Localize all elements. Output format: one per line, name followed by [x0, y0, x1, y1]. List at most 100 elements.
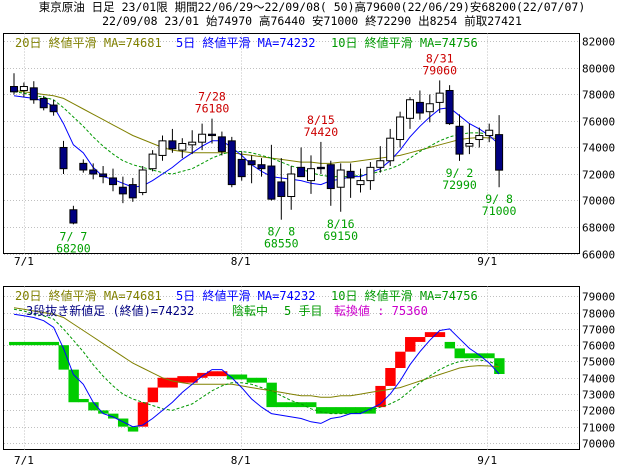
body-14 — [148, 153, 157, 170]
y-tick-bottom-78000: 78000 — [582, 308, 615, 321]
renko-block-30 — [306, 402, 317, 408]
y-tick-82000: 82000 — [582, 36, 615, 49]
renko-block-33 — [335, 407, 347, 414]
x-tick-bottom-1: 8/1 — [231, 454, 251, 467]
renko-block-3 — [38, 341, 50, 346]
candle-17 — [178, 138, 187, 159]
candle-40 — [406, 97, 414, 129]
renko-block-5 — [58, 345, 69, 370]
candle-23 — [237, 151, 246, 181]
candle-3 — [39, 95, 48, 111]
candle-47 — [475, 127, 484, 148]
body-28 — [287, 173, 296, 198]
candle-37 — [376, 146, 385, 173]
ma5-line — [13, 95, 500, 188]
annot-date-4: 8/ 8 — [267, 225, 295, 239]
body-17 — [178, 143, 187, 151]
renko-block-42 — [424, 332, 436, 338]
renko-block-31 — [315, 407, 327, 414]
annot-date-1: 8/15 — [307, 113, 335, 127]
candle-4 — [49, 99, 58, 116]
y-tick-66000: 66000 — [582, 249, 615, 262]
x-tick-top-0: 7/1 — [14, 255, 34, 268]
candle-38 — [386, 128, 395, 167]
legend-ma5: 5日 終値平滑 MA=74232 — [176, 35, 315, 50]
candle-12 — [128, 177, 137, 202]
renko-block-45 — [454, 348, 465, 359]
renko-block-20 — [207, 371, 218, 377]
renko-block-10 — [108, 413, 119, 419]
header-line-1: 東京原油 日足 23/01限 期間22/06/29～22/09/08( 50)高… — [38, 0, 586, 14]
renko-block-22 — [226, 374, 238, 380]
annot-date-6: 9/ 2 — [446, 166, 474, 180]
renko-block-2 — [28, 341, 40, 346]
body-18 — [188, 141, 197, 146]
ma20-line — [13, 90, 500, 164]
candle-33 — [336, 163, 345, 212]
renko-block-0 — [9, 341, 20, 346]
y-tick-bottom-79000: 79000 — [582, 291, 615, 304]
renko-block-13 — [137, 402, 149, 427]
candle-2 — [29, 81, 38, 104]
renko-block-26 — [266, 382, 277, 408]
annot-date-0: 7/28 — [198, 90, 226, 104]
body-20 — [208, 133, 216, 137]
ma10-line-bottom — [13, 308, 500, 415]
candle-25 — [257, 158, 266, 177]
renko-block-25 — [256, 377, 267, 383]
ma10-line — [13, 91, 500, 178]
body-15 — [158, 140, 167, 156]
annot-date-5: 8/16 — [327, 217, 355, 231]
x-tick-top-1: 8/1 — [231, 255, 251, 268]
candle-14 — [148, 150, 157, 172]
candle-49 — [495, 115, 504, 188]
price-ma-lines — [13, 90, 500, 188]
x-tick-bottom-0: 7/1 — [14, 454, 34, 467]
candlestick-series — [10, 73, 504, 225]
candle-46 — [465, 123, 474, 155]
renko-reversal: 転換値 : 75360 — [334, 303, 428, 318]
body-0 — [10, 86, 18, 93]
body-42 — [425, 103, 434, 113]
renko-label: 3段抜き新値足 (終値)=74232 — [26, 303, 194, 318]
y-tick-bottom-70000: 70000 — [582, 438, 615, 451]
candle-21 — [217, 131, 226, 156]
body-6 — [69, 209, 78, 224]
body-32 — [326, 164, 335, 190]
renko-block-16 — [167, 377, 178, 388]
y-tick-68000: 68000 — [582, 222, 615, 235]
chart-header: 東京原油 日足 23/01限 期間22/06/29～22/09/08( 50)高… — [0, 0, 624, 30]
ma20-line-bottom — [13, 307, 500, 398]
renko-block-38 — [385, 368, 396, 386]
body-4 — [49, 104, 58, 113]
body-21 — [217, 136, 226, 152]
renko-block-18 — [187, 376, 198, 383]
body-40 — [406, 99, 414, 119]
candle-43 — [435, 80, 444, 114]
legend-ma20: 20日 終値平滑 MA=74681 — [15, 35, 162, 50]
body-41 — [415, 101, 424, 114]
body-43 — [435, 92, 444, 103]
body-23 — [237, 158, 246, 178]
renko-block-43 — [434, 332, 446, 338]
renko-series — [9, 332, 505, 432]
annot-value-5: 69150 — [323, 229, 358, 243]
candle-45 — [455, 114, 464, 161]
candle-0 — [10, 73, 18, 95]
y-axis-labels: 82000 80000 78000 76000 74000 72000 70000 68000… — [582, 36, 615, 451]
body-1 — [19, 86, 28, 91]
body-11 — [118, 186, 127, 195]
body-22 — [227, 140, 236, 186]
candle-44 — [445, 85, 454, 125]
candle-42 — [425, 94, 434, 123]
annot-value-4: 68550 — [264, 237, 299, 251]
legend-ma10: 10日 終値平滑 MA=74756 — [331, 35, 478, 50]
renko-block-6 — [68, 369, 79, 403]
candle-39 — [396, 111, 405, 148]
candle-31 — [316, 141, 325, 174]
renko-block-24 — [246, 377, 258, 383]
annot-value-2: 79060 — [422, 63, 457, 77]
annot-value-3: 68200 — [56, 241, 91, 255]
candle-15 — [158, 135, 167, 161]
